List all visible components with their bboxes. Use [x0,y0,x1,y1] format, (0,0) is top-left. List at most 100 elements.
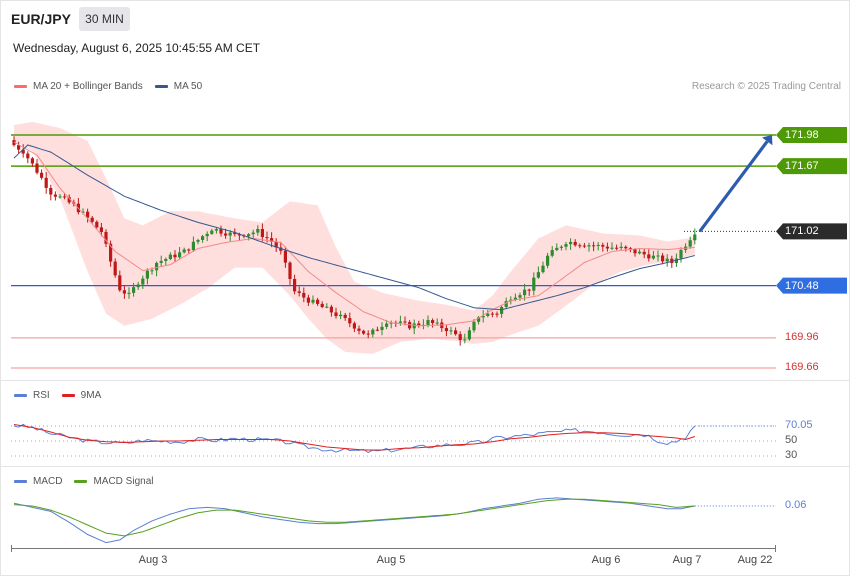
candle-body [417,323,421,326]
candle-body [210,230,214,234]
candle-body [90,217,94,222]
macd-value-label: 0.06 [785,499,807,511]
candle-body [168,254,172,260]
candle-body [30,158,34,164]
candle-body [385,323,389,327]
rsi-tick-label: 30 [785,449,798,461]
bollinger-band [14,121,695,354]
candle-body [601,244,605,247]
candle-body [481,315,485,318]
candle-body [136,284,140,288]
timeframe-button[interactable]: 30 MIN [79,7,130,31]
macd-legend: MACD MACD Signal [14,476,153,487]
candle-body [605,246,609,249]
candle-body [693,234,697,241]
candle-body [283,250,287,263]
candle-body [63,196,67,198]
ma20-legend-swatch [14,85,27,88]
candle-body [251,232,255,235]
candle-body [569,241,573,245]
candle-body [403,321,407,323]
rsi-value-label: 70.05 [785,418,813,431]
x-axis-label: Aug 22 [737,554,773,566]
candle-body [182,249,186,253]
candle-body [247,234,251,237]
candle-body [35,163,39,173]
candle-body [587,245,591,247]
candle-body [661,255,665,262]
candle-body [196,239,200,242]
x-axis-label: Aug 7 [672,554,702,566]
candle-body [122,290,126,294]
candle-body [352,323,356,329]
candle-body [536,272,540,278]
candle-body [426,320,430,325]
resistance-price-tag: 171.67 [785,160,819,173]
candle-body [380,326,384,330]
candle-body [435,322,439,324]
candle-body [205,233,209,237]
candle-body [86,211,90,218]
price-level-label: 169.96 [785,330,819,343]
candle-body [431,320,435,324]
rsi-legend: RSI 9MA [14,390,101,401]
candle-body [187,249,191,251]
candle-body [619,246,623,249]
candle-body [633,249,637,254]
candle-body [58,196,62,198]
candle-body [550,250,554,256]
candle-body [467,330,471,340]
candle-body [201,236,205,240]
macd-line [13,497,695,544]
candle-body [159,260,163,263]
candle-body [237,234,241,236]
candle-body [288,262,292,279]
ma50-line [13,144,695,311]
x-axis-label: Aug 5 [376,554,406,566]
candle-body [150,270,154,272]
candle-body [366,333,370,335]
candle-body [316,299,320,304]
candle-body [458,334,462,341]
candle-body [228,232,232,236]
candle-body [486,313,490,316]
candle-body [260,228,264,238]
candle-body [95,221,99,228]
rsi-tick-label: 50 [785,434,798,446]
price-tag-shape [776,127,847,143]
rsi-line [13,423,696,454]
candle-body [279,247,283,251]
candle-body [564,244,568,247]
ma20-legend-label: MA 20 + Bollinger Bands [33,81,143,92]
candle-body [329,306,333,313]
candle-body [40,172,44,178]
timestamp: Wednesday, August 6, 2025 10:45:55 AM CE… [13,41,261,55]
candle-body [527,289,531,291]
macd-signal-legend-label: MACD Signal [93,476,154,487]
candle-body [559,246,563,248]
candle-body [610,247,614,249]
candle-body [104,231,108,244]
candle-body [495,313,499,315]
candle-body [17,145,21,150]
rsi-ma-legend-label: 9MA [80,390,102,401]
ma20-line [13,141,695,327]
candle-body [334,312,338,317]
candle-body [219,229,223,234]
research-credit: Research © 2025 Trading Central [691,81,841,92]
candle-body [99,227,103,232]
candle-body [265,237,269,239]
candle-body [670,258,674,264]
candle-body [490,313,494,315]
candle-body [297,291,301,293]
candle-body [449,330,453,332]
candle-body [665,258,669,262]
price-tag-shape [776,158,847,175]
candle-body [293,278,297,292]
candle-body [578,245,582,247]
candle-body [67,197,71,203]
candle-body [412,323,416,329]
candle-body [628,248,632,250]
candle-body [256,228,260,233]
